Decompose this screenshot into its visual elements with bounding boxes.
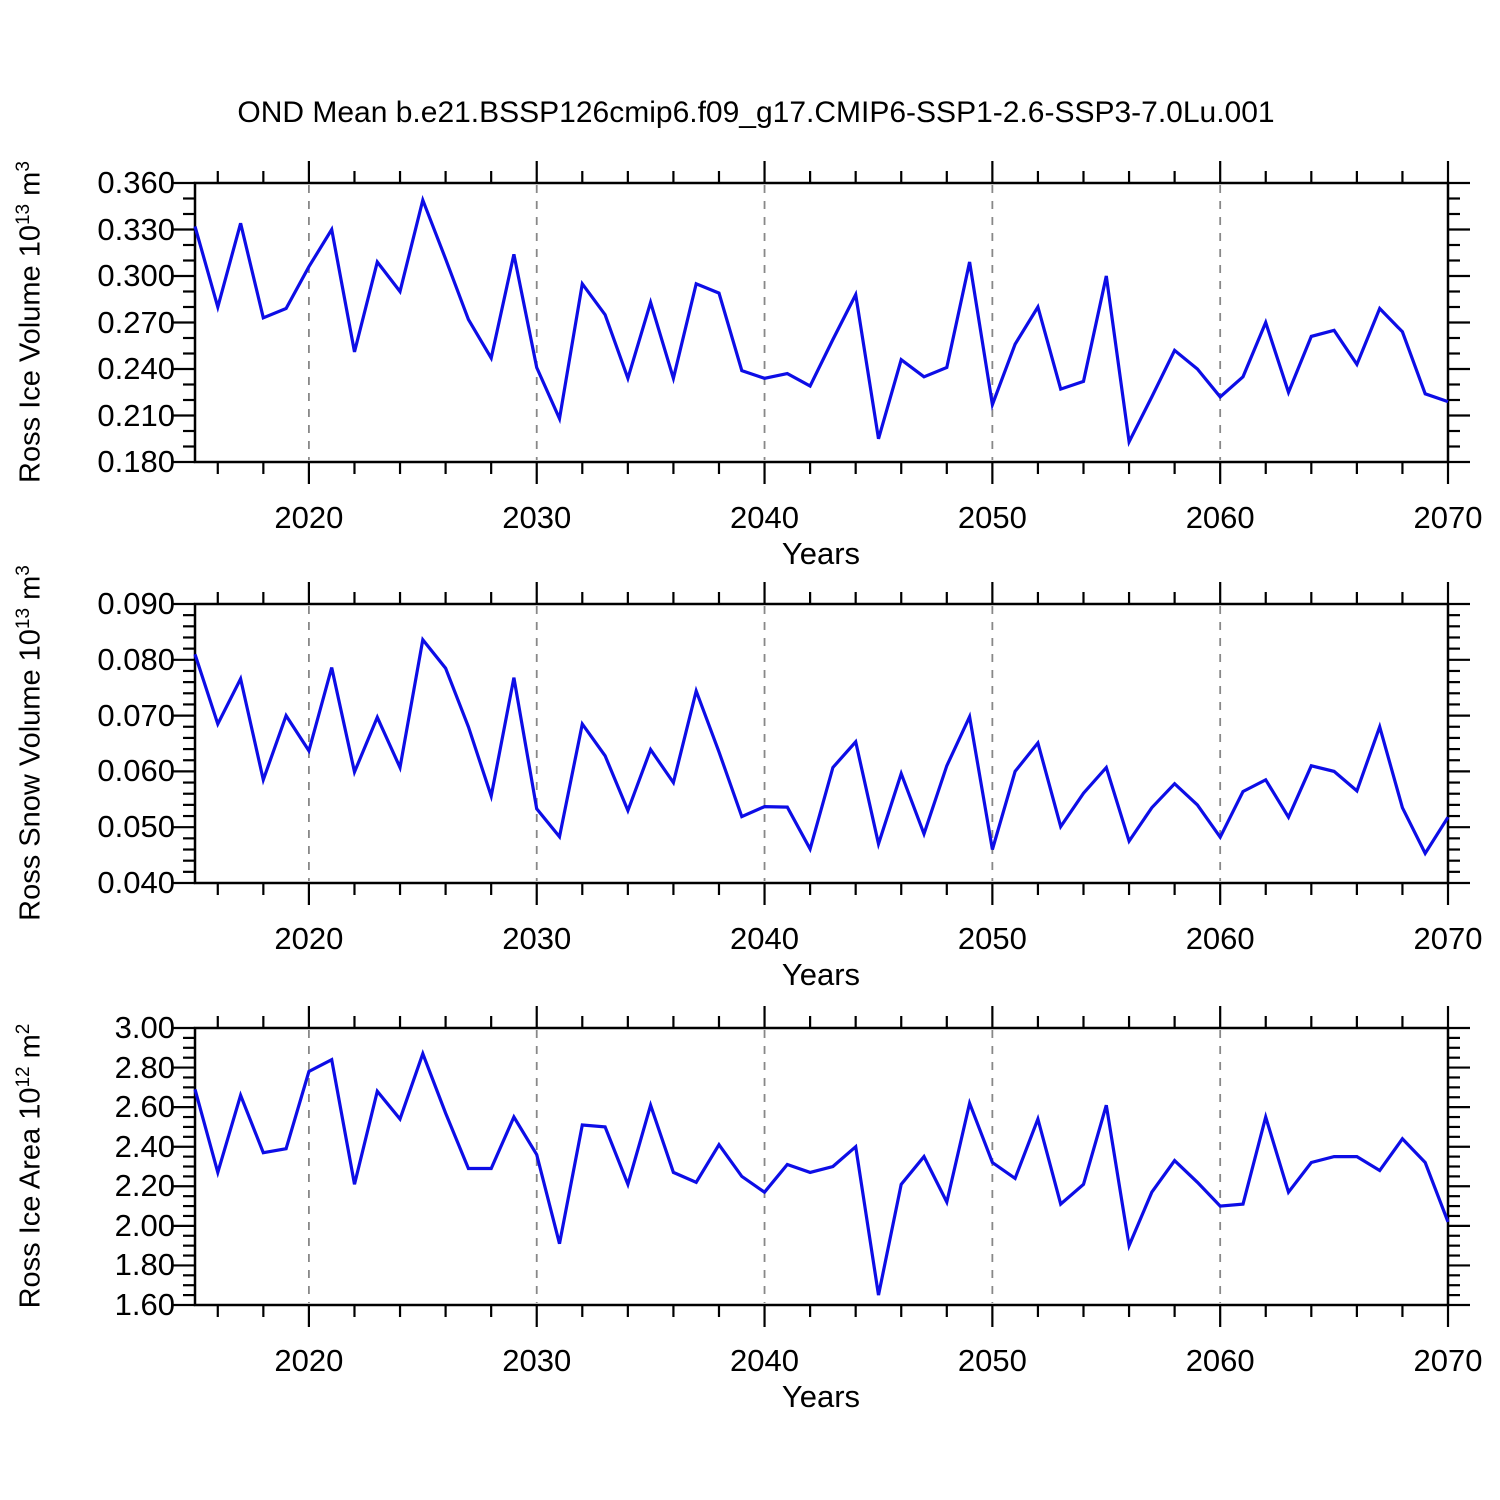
- y-tick-label: 0.210: [97, 397, 175, 433]
- x-tick-label: 2060: [1185, 1343, 1255, 1378]
- y-axis-title-superscript: 12: [13, 1066, 34, 1088]
- data-series-line: [193, 635, 1450, 857]
- y-tick-label: 1.80: [114, 1247, 175, 1283]
- y-tick-label: 0.060: [97, 753, 175, 789]
- x-tick-label: 2040: [730, 921, 800, 956]
- y-tick-label: 2.20: [114, 1168, 175, 1204]
- y-tick-label: 0.070: [97, 697, 175, 733]
- y-axis-title-superscript: 13: [13, 607, 34, 630]
- x-tick-label: 2070: [1413, 1343, 1483, 1378]
- x-tick-label: 2020: [274, 1343, 344, 1378]
- x-tick-label: 2020: [274, 921, 344, 956]
- y-axis-title-unit: m: [14, 171, 47, 204]
- x-tick-label: 2030: [502, 500, 572, 535]
- figure-title: OND Mean b.e21.BSSP126cmip6.f09_g17.CMIP…: [237, 96, 1275, 129]
- y-tick-label: 0.090: [97, 586, 175, 621]
- y-axis-title-unit-superscript: 3: [13, 161, 34, 172]
- x-tick-label: 2040: [730, 500, 800, 535]
- y-tick-label: 0.330: [97, 211, 175, 247]
- y-axis-title-unit-superscript: 3: [13, 565, 34, 576]
- x-tick-label: 2060: [1185, 921, 1255, 956]
- x-axis-title: Years: [781, 957, 861, 992]
- y-tick-label: 0.040: [97, 865, 175, 900]
- y-tick-label: 3.00: [114, 1010, 175, 1045]
- y-tick-label: 1.60: [114, 1287, 175, 1322]
- y-axis-title-ice-area: Ross Ice Area 1012 m2: [13, 866, 57, 1466]
- x-tick-label: 2030: [502, 1343, 572, 1378]
- x-tick-label: 2050: [957, 1343, 1027, 1378]
- y-tick-label: 0.240: [97, 351, 175, 386]
- x-tick-label: 2060: [1185, 500, 1255, 535]
- y-axis-title-unit: m: [14, 575, 47, 608]
- y-tick-label: 0.360: [97, 165, 175, 200]
- x-axis-title: Years: [781, 536, 861, 571]
- x-tick-label: 2070: [1413, 921, 1483, 956]
- data-series-line: [193, 1049, 1450, 1296]
- plot-frame: [193, 602, 1450, 885]
- y-tick-label: 2.80: [114, 1049, 175, 1085]
- x-axis-title: Years: [781, 1379, 861, 1414]
- y-tick-label: 0.080: [97, 641, 175, 677]
- plot-frame: [193, 1026, 1450, 1307]
- y-tick-label: 0.300: [97, 258, 175, 293]
- x-tick-label: 2040: [730, 1343, 800, 1378]
- y-tick-label: 2.40: [114, 1128, 175, 1164]
- x-tick-label: 2070: [1413, 500, 1483, 535]
- x-tick-label: 2020: [274, 500, 344, 535]
- y-axis-title-superscript: 13: [13, 203, 34, 226]
- y-tick-label: 0.270: [97, 304, 175, 340]
- plot-frame: [193, 181, 1450, 464]
- x-tick-label: 2050: [957, 500, 1027, 535]
- y-tick-label: 0.050: [97, 809, 175, 845]
- y-tick-label: 0.180: [97, 444, 175, 479]
- x-tick-label: 2030: [502, 921, 572, 956]
- y-axis-title-unit: m: [14, 1034, 47, 1067]
- data-series-line: [193, 194, 1449, 448]
- y-tick-label: 2.00: [114, 1207, 175, 1243]
- y-tick-label: 2.60: [114, 1089, 175, 1125]
- x-tick-label: 2050: [957, 921, 1027, 956]
- y-axis-title-text: Ross Ice Area 10: [14, 1087, 47, 1309]
- y-axis-title-unit-superscript: 2: [13, 1023, 34, 1035]
